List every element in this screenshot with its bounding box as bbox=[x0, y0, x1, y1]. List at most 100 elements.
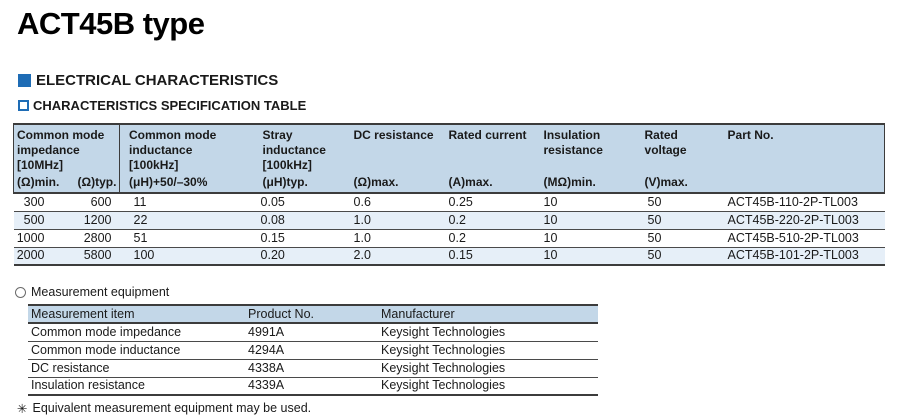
spec-cell: 1.0 bbox=[350, 229, 446, 248]
spec-cell: 5800 bbox=[65, 247, 120, 266]
spec-cell: 10 bbox=[540, 193, 631, 212]
section-spec-table: CHARACTERISTICS SPECIFICATION TABLE bbox=[18, 98, 900, 113]
spec-cell: 50 bbox=[630, 247, 723, 266]
table-row: DC resistance 4338A Keysight Technologies bbox=[28, 359, 598, 378]
spec-cell: 2000 bbox=[13, 247, 66, 266]
spec-cell: 600 bbox=[65, 193, 120, 212]
spec-cell: 11 bbox=[119, 193, 256, 212]
spec-header-unit: (μH)typ. bbox=[255, 175, 351, 194]
measurement-cell: Keysight Technologies bbox=[378, 341, 598, 360]
measurement-header-row: Measurement item Product No. Manufacture… bbox=[28, 304, 598, 324]
table-row: Insulation resistance 4339A Keysight Techn… bbox=[28, 377, 598, 396]
spec-cell: 0.15 bbox=[255, 229, 351, 248]
spec-header-unit: (μH)+50/–30% bbox=[119, 175, 256, 194]
spec-cell: ACT45B-510-2P-TL003 bbox=[722, 229, 885, 248]
spec-header-unit: (A)max. bbox=[445, 175, 541, 194]
spec-cell: 0.25 bbox=[445, 193, 541, 212]
section-spec-label: CHARACTERISTICS SPECIFICATION TABLE bbox=[33, 98, 307, 113]
measurement-cell: Keysight Technologies bbox=[378, 377, 598, 396]
measurement-cell: DC resistance bbox=[28, 359, 245, 378]
spec-cell: 300 bbox=[13, 193, 66, 212]
measurement-equipment-heading: Measurement equipment bbox=[15, 285, 900, 299]
measurement-table: Measurement item Product No. Manufacture… bbox=[28, 304, 598, 396]
spec-cell: 0.08 bbox=[255, 211, 351, 230]
table-row: Common mode impedance 4991A Keysight Techn… bbox=[28, 323, 598, 342]
spec-header-groups-row: Common mode impedance Common mode induct… bbox=[12, 123, 886, 158]
spec-header-frequency-row: [10MHz] [100kHz] [100kHz] bbox=[12, 158, 886, 175]
spec-header-units-row: (Ω)min. (Ω)typ. (μH)+50/–30% (μH)typ. (Ω… bbox=[13, 175, 886, 194]
spec-cell: 0.2 bbox=[445, 211, 541, 230]
spec-header-group: Insulation resistance bbox=[540, 123, 631, 158]
spec-header-group: Part No. bbox=[722, 123, 886, 158]
spec-header-unit: (Ω)typ. bbox=[65, 175, 121, 194]
measurement-header-manufacturer: Manufacturer bbox=[378, 304, 598, 324]
measurement-cell: 4991A bbox=[245, 323, 378, 342]
spec-cell: 0.2 bbox=[445, 229, 541, 248]
measurement-cell: Common mode impedance bbox=[28, 323, 245, 342]
measurement-table-body: Common mode impedance 4991A Keysight Techn… bbox=[28, 323, 598, 396]
measurement-cell: 4294A bbox=[245, 341, 378, 360]
footnote: ✳ Equivalent measurement equipment may b… bbox=[17, 401, 900, 416]
measurement-header-product-no: Product No. bbox=[245, 304, 378, 324]
spec-header-group: DC resistance bbox=[350, 123, 446, 158]
spec-header-bracket: [100kHz] bbox=[119, 158, 256, 175]
spec-cell: ACT45B-220-2P-TL003 bbox=[722, 211, 885, 230]
measurement-equipment-label: Measurement equipment bbox=[31, 285, 170, 299]
spec-header-group: Rated current bbox=[445, 123, 541, 158]
footnote-text: Equivalent measurement equipment may be … bbox=[32, 401, 312, 415]
measurement-header-item: Measurement item bbox=[28, 304, 245, 324]
measurement-cell: Keysight Technologies bbox=[378, 323, 598, 342]
spec-cell: 1000 bbox=[13, 229, 66, 248]
table-row: 300 600 11 0.05 0.6 0.25 10 50 ACT45B-110-2P-TL0… bbox=[13, 193, 885, 212]
outline-square-icon bbox=[18, 100, 29, 111]
spec-cell: 0.20 bbox=[255, 247, 351, 266]
measurement-cell: Keysight Technologies bbox=[378, 359, 598, 378]
spec-header-group: Rated voltage bbox=[630, 123, 723, 158]
spec-cell: 0.15 bbox=[445, 247, 541, 266]
table-row: Common mode inductance 4294A Keysight Tech… bbox=[28, 341, 598, 360]
spec-cell: 1200 bbox=[65, 211, 120, 230]
section-electrical-label: ELECTRICAL CHARACTERISTICS bbox=[36, 72, 279, 89]
spec-cell: 10 bbox=[540, 247, 631, 266]
asterisk-icon: ✳ bbox=[17, 402, 28, 416]
spec-cell: 0.6 bbox=[350, 193, 446, 212]
spec-header-unit: (Ω)min. bbox=[13, 175, 66, 194]
spec-header-unit: (V)max. bbox=[630, 175, 723, 194]
spec-cell: 22 bbox=[119, 211, 256, 230]
measurement-cell: Insulation resistance bbox=[28, 377, 245, 396]
spec-table: Common mode impedance Common mode induct… bbox=[12, 123, 886, 266]
spec-cell: 0.05 bbox=[255, 193, 351, 212]
spec-table-body: 300 600 11 0.05 0.6 0.25 10 50 ACT45B-110-2P-TL0… bbox=[13, 193, 885, 266]
spec-header-group: Stray inductance bbox=[255, 123, 351, 158]
spec-header-bracket: [10MHz] bbox=[12, 158, 121, 175]
spec-cell: 1.0 bbox=[350, 211, 446, 230]
spec-cell: 2800 bbox=[65, 229, 120, 248]
spec-cell: 10 bbox=[540, 211, 631, 230]
spec-cell: 51 bbox=[119, 229, 256, 248]
measurement-cell: 4338A bbox=[245, 359, 378, 378]
spec-header-group: Common mode impedance bbox=[12, 123, 121, 158]
page-title: ACT45B type bbox=[17, 6, 205, 41]
spec-cell: 500 bbox=[13, 211, 66, 230]
spec-header-unit: (MΩ)min. bbox=[540, 175, 631, 194]
spec-cell: ACT45B-110-2P-TL003 bbox=[722, 193, 885, 212]
spec-cell: 100 bbox=[119, 247, 256, 266]
spec-cell: 2.0 bbox=[350, 247, 446, 266]
spec-cell: 10 bbox=[540, 229, 631, 248]
measurement-cell: 4339A bbox=[245, 377, 378, 396]
table-row: 1000 2800 51 0.15 1.0 0.2 10 50 ACT45B-510-2P-TL… bbox=[13, 229, 885, 248]
spec-cell: 50 bbox=[630, 211, 723, 230]
spec-header-bracket: [100kHz] bbox=[255, 158, 351, 175]
circle-icon bbox=[15, 286, 26, 298]
filled-square-icon bbox=[18, 74, 31, 87]
section-electrical-characteristics: ELECTRICAL CHARACTERISTICS bbox=[18, 72, 900, 89]
spec-cell: 50 bbox=[630, 229, 723, 248]
table-row: 2000 5800 100 0.20 2.0 0.15 10 50 ACT45B-101-2P-… bbox=[13, 247, 885, 266]
spec-header-group: Common mode inductance bbox=[119, 123, 256, 158]
spec-header-bracket-empty bbox=[350, 158, 886, 175]
spec-header-unit-empty bbox=[722, 175, 886, 194]
spec-cell: ACT45B-101-2P-TL003 bbox=[722, 247, 885, 266]
spec-cell: 50 bbox=[630, 193, 723, 212]
table-row: 500 1200 22 0.08 1.0 0.2 10 50 ACT45B-220-2P-TL0… bbox=[13, 211, 885, 230]
measurement-cell: Common mode inductance bbox=[28, 341, 245, 360]
